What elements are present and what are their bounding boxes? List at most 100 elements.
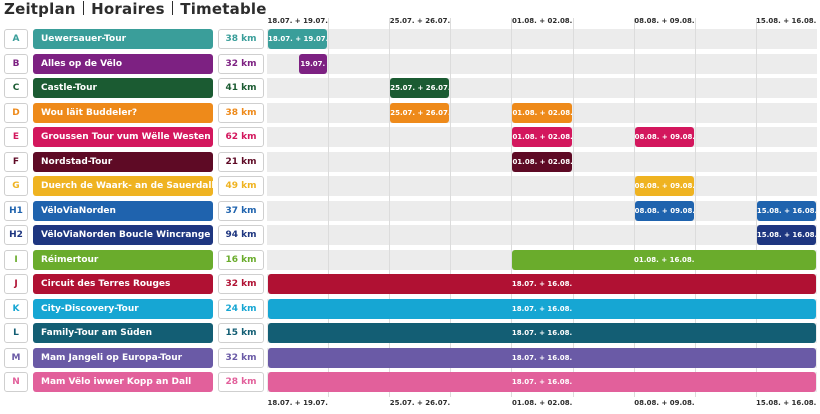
tour-row: H1 VëloViaNorden 37 km	[0, 200, 820, 221]
tour-letter: E	[4, 127, 28, 147]
tour-track	[267, 78, 817, 98]
tour-date-bar: 18.07. + 16.08.	[268, 347, 816, 368]
tour-distance: 15 km	[218, 323, 264, 343]
tour-distance: 62 km	[218, 127, 264, 147]
tour-row: B Alles op de Vëlo 32 km	[0, 53, 820, 74]
tour-distance: 94 km	[218, 225, 264, 245]
tour-row: H2 VëloViaNorden Boucle Wincrange 94 km	[0, 225, 820, 245]
tour-letter: G	[4, 176, 28, 196]
title-en: Timetable	[180, 0, 267, 18]
tour-date-bar: 01.08. + 02.08.	[512, 151, 572, 172]
column-gridline	[328, 18, 330, 397]
tour-date-bar: 15.08. + 16.08.	[756, 200, 816, 221]
tour-name[interactable]: VëloViaNorden Boucle Wincrange	[33, 225, 213, 245]
tour-date-bar: 08.08. + 09.08.	[634, 127, 694, 147]
tour-name[interactable]: Alles op de Vëlo	[33, 53, 213, 74]
period-label-bottom: 18.07. + 19.07.	[267, 399, 328, 407]
column-gridline	[572, 18, 574, 397]
tour-name[interactable]: VëloViaNorden	[33, 200, 213, 221]
tour-name[interactable]: Mam Vëlo iwwer Kopp an Dall	[33, 372, 213, 392]
tour-date-bar: 15.08. + 16.08.	[756, 225, 816, 245]
tour-date-bar: 18.07. + 16.08.	[268, 372, 816, 392]
tour-letter: C	[4, 78, 28, 98]
tour-date-bar: 18.07. + 16.08.	[268, 323, 816, 343]
tour-track	[267, 225, 817, 245]
tour-row: A Uewersauer-Tour 38 km	[0, 29, 820, 49]
title-separator	[171, 1, 174, 15]
tour-distance: 32 km	[218, 274, 264, 294]
column-gridline	[450, 18, 452, 397]
tour-track	[267, 29, 817, 49]
tour-distance: 24 km	[218, 298, 264, 319]
tour-name[interactable]: Duerch de Waark- an de Sauerdall	[33, 176, 213, 196]
tour-date-bar: 25.07. + 26.07.	[390, 78, 450, 98]
column-gridline	[389, 18, 391, 397]
tour-distance: 49 km	[218, 176, 264, 196]
title-separator	[82, 1, 85, 15]
tour-date-bar: 01.08. + 02.08.	[512, 102, 572, 123]
tour-date-bar: 25.07. + 26.07.	[390, 102, 450, 123]
title-de: Zeitplan	[4, 0, 76, 18]
column-gridline	[694, 18, 696, 397]
tour-date-bar: 01.08. + 16.08.	[512, 249, 816, 270]
tour-distance: 38 km	[218, 29, 264, 49]
tour-date-bar: 08.08. + 09.08.	[634, 176, 694, 196]
tour-name[interactable]: Nordstad-Tour	[33, 151, 213, 172]
column-gridline	[755, 18, 757, 397]
title-fr: Horaires	[91, 0, 165, 18]
period-label-top: 18.07. + 19.07.	[267, 17, 328, 25]
column-gridline	[633, 18, 635, 397]
page-title: Zeitplan Horaires Timetable	[4, 0, 267, 20]
tour-distance: 28 km	[218, 372, 264, 392]
period-label-bottom: 01.08. + 02.08.	[512, 399, 573, 407]
period-label-top: 25.07. + 26.07.	[389, 17, 451, 25]
tour-name[interactable]: City-Discovery-Tour	[33, 298, 213, 319]
tour-date-bar: 18.07. + 16.08.	[268, 274, 816, 294]
tour-date-bar: 08.08. + 09.08.	[634, 200, 694, 221]
tour-distance: 32 km	[218, 53, 264, 74]
tour-letter: D	[4, 102, 28, 123]
tour-distance: 21 km	[218, 151, 264, 172]
tour-row: F Nordstad-Tour 21 km	[0, 151, 820, 172]
period-label-bottom: 15.08. + 16.08.	[756, 399, 817, 407]
tour-letter: N	[4, 372, 28, 392]
tour-letter: H2	[4, 225, 28, 245]
tour-letter: F	[4, 151, 28, 172]
tour-letter: I	[4, 249, 28, 270]
tour-name[interactable]: Mam Jangeli op Europa-Tour	[33, 347, 213, 368]
tour-row: E Groussen Tour vum Wëlle Westen 62 km	[0, 127, 820, 147]
tour-name[interactable]: Circuit des Terres Rouges	[33, 274, 213, 294]
tour-distance: 38 km	[218, 102, 264, 123]
period-label-top: 01.08. + 02.08.	[512, 17, 573, 25]
tour-track	[267, 176, 817, 196]
tour-date-bar: 18.07. + 16.08.	[268, 298, 816, 319]
tour-name[interactable]: Groussen Tour vum Wëlle Westen	[33, 127, 213, 147]
column-gridline	[511, 18, 513, 397]
tour-distance: 37 km	[218, 200, 264, 221]
period-label-top: 08.08. + 09.08.	[634, 17, 695, 25]
tour-distance: 32 km	[218, 347, 264, 368]
tour-name[interactable]: Family-Tour am Süden	[33, 323, 213, 343]
tour-track	[267, 53, 817, 74]
tour-letter: M	[4, 347, 28, 368]
tour-letter: H1	[4, 200, 28, 221]
period-label-top: 15.08. + 16.08.	[756, 17, 817, 25]
tour-name[interactable]: Castle-Tour	[33, 78, 213, 98]
tour-name[interactable]: Wou läit Buddeler?	[33, 102, 213, 123]
period-label-bottom: 08.08. + 09.08.	[634, 399, 695, 407]
period-label-bottom: 25.07. + 26.07.	[389, 399, 451, 407]
tour-row: G Duerch de Waark- an de Sauerdall 49 km	[0, 176, 820, 196]
tour-name[interactable]: Réimertour	[33, 249, 213, 270]
tour-date-bar: 18.07. + 19.07.	[268, 29, 328, 49]
tour-name[interactable]: Uewersauer-Tour	[33, 29, 213, 49]
tour-distance: 41 km	[218, 78, 264, 98]
tour-track	[267, 200, 817, 221]
tour-letter: J	[4, 274, 28, 294]
tour-letter: L	[4, 323, 28, 343]
tour-letter: K	[4, 298, 28, 319]
tour-date-bar: 01.08. + 02.08.	[512, 127, 572, 147]
tour-letter: B	[4, 53, 28, 74]
tour-date-bar: 19.07.	[298, 53, 328, 74]
tour-letter: A	[4, 29, 28, 49]
tour-distance: 16 km	[218, 249, 264, 270]
